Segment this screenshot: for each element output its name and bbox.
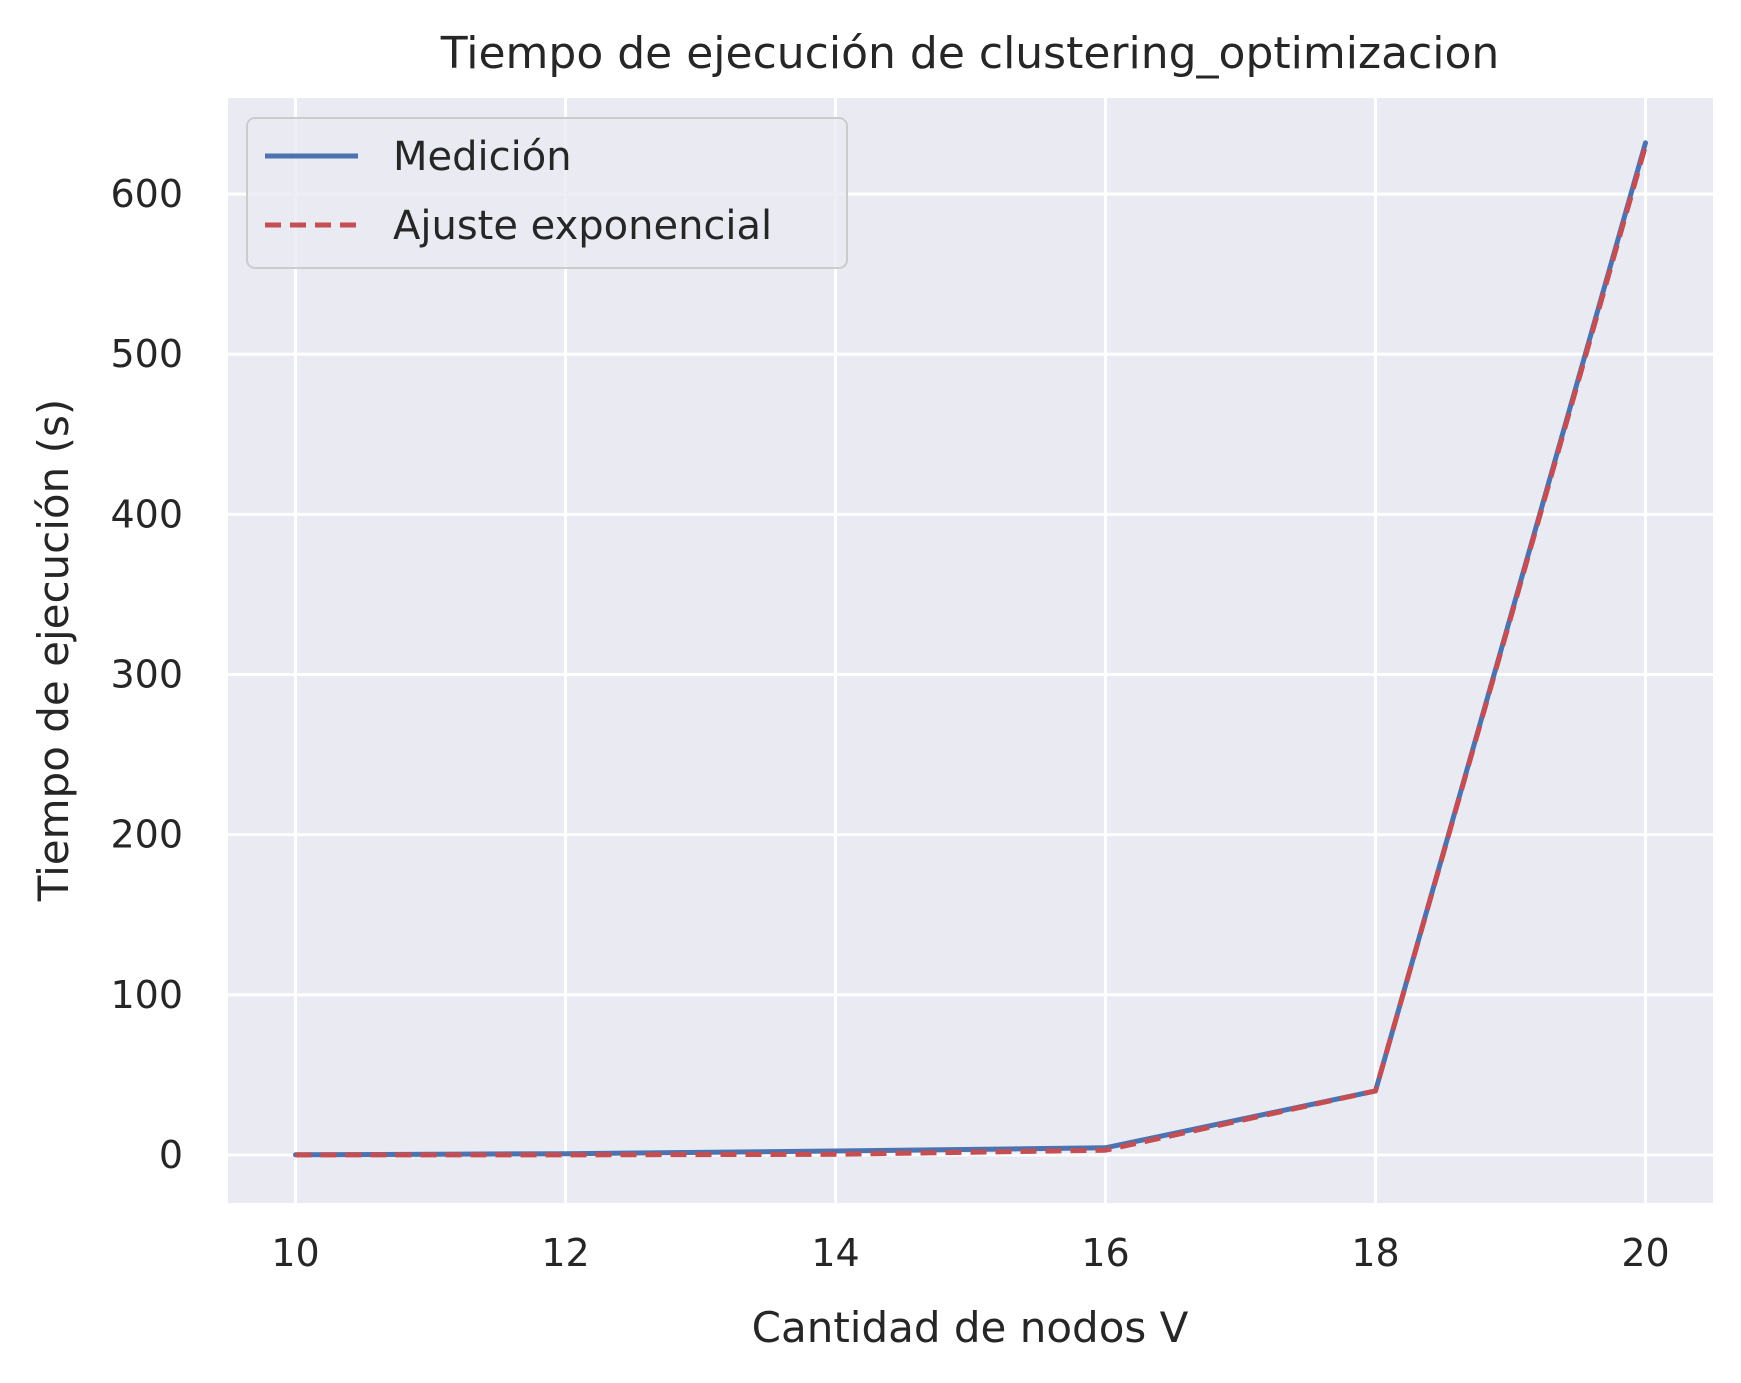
legend: Medición Ajuste exponencial: [246, 117, 848, 269]
x-tick-label: 10: [271, 1231, 319, 1275]
y-tick-label: 200: [110, 813, 183, 857]
chart-title: Tiempo de ejecución de clustering_optimi…: [440, 28, 1500, 79]
y-tick-label: 500: [110, 332, 183, 376]
series-lines: [293, 140, 1648, 1158]
x-tick-label: 12: [541, 1231, 589, 1275]
legend-label-medicion: Medición: [393, 134, 572, 180]
y-tick-labels: 0 100 200 300 400 500 600: [110, 172, 183, 1177]
x-tick-label: 14: [811, 1231, 859, 1275]
y-axis-label: Tiempo de ejecución (s): [29, 399, 78, 902]
y-tick-label: 600: [110, 172, 183, 216]
series-line-ajuste: [295, 145, 1648, 1158]
legend-label-ajuste: Ajuste exponencial: [393, 203, 772, 249]
plot-area: [228, 98, 1713, 1203]
x-tick-label: 18: [1351, 1231, 1399, 1275]
x-tick-labels: 10 12 14 16 18 20: [271, 1231, 1669, 1275]
legend-box: [246, 117, 848, 269]
y-tick-label: 300: [110, 653, 183, 697]
y-tick-label: 0: [159, 1133, 183, 1177]
x-tick-label: 20: [1621, 1231, 1669, 1275]
x-axis-label: Cantidad de nodos V: [752, 1303, 1189, 1352]
grid: [228, 98, 1713, 1203]
y-tick-label: 100: [110, 973, 183, 1017]
x-tick-label: 16: [1081, 1231, 1129, 1275]
y-tick-label: 400: [110, 492, 183, 536]
